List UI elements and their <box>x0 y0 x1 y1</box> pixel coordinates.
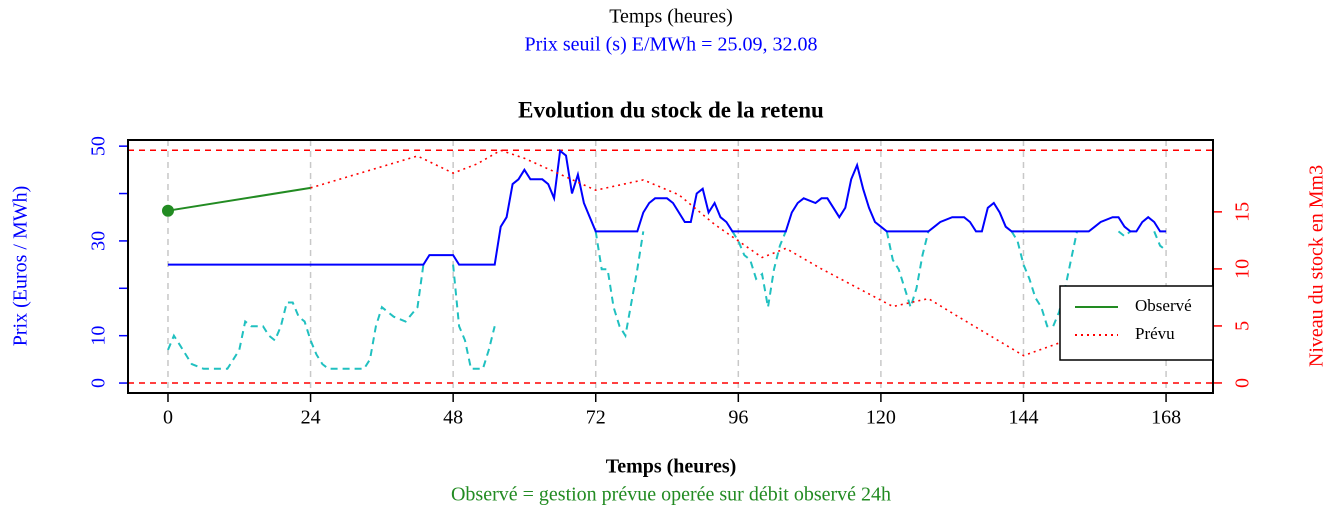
subtitle: Prix seuil (s) E/MWh = 25.09, 32.08 <box>525 34 818 56</box>
x-tick-label: 168 <box>1151 407 1181 429</box>
y2-tick-label: 15 <box>1232 202 1254 222</box>
series-line <box>167 230 1167 370</box>
x-tick-label: 144 <box>1008 407 1038 429</box>
x-tick-label: 72 <box>586 407 606 429</box>
x-tick-label: 0 <box>163 407 173 429</box>
x-axis-label: Temps (heures) <box>606 456 737 478</box>
y-tick-label: 10 <box>88 326 110 346</box>
plot-frame <box>127 139 1214 394</box>
caption: Observé = gestion prévue operée sur débi… <box>451 484 891 506</box>
y2-axis-label: Niveau du stock en Mm3 <box>1306 165 1328 367</box>
y-tick-label: 50 <box>88 136 110 156</box>
series-line <box>310 149 1095 357</box>
legend-label: Observé <box>1135 296 1192 315</box>
chart-title: Evolution du stock de la retenu <box>518 97 824 122</box>
y2-tick-label: 10 <box>1232 259 1254 279</box>
x-tick-label: 24 <box>301 407 321 429</box>
y-axis-label: Prix (Euros / MWh) <box>10 186 32 347</box>
series-line <box>167 186 311 212</box>
y2-tick-label: 0 <box>1232 378 1254 388</box>
y-tick-label: 0 <box>88 378 110 388</box>
x-tick-label: 48 <box>443 407 463 429</box>
legend-label: Prévu <box>1135 324 1175 343</box>
header: Temps (heures) <box>609 6 733 28</box>
x-tick-label: 96 <box>728 407 748 429</box>
x-tick-label: 120 <box>866 407 896 429</box>
y2-tick-label: 5 <box>1232 321 1254 331</box>
legend-box <box>1059 285 1214 361</box>
point <box>161 204 174 217</box>
series-line <box>168 149 1167 266</box>
y-tick-label: 30 <box>88 231 110 251</box>
